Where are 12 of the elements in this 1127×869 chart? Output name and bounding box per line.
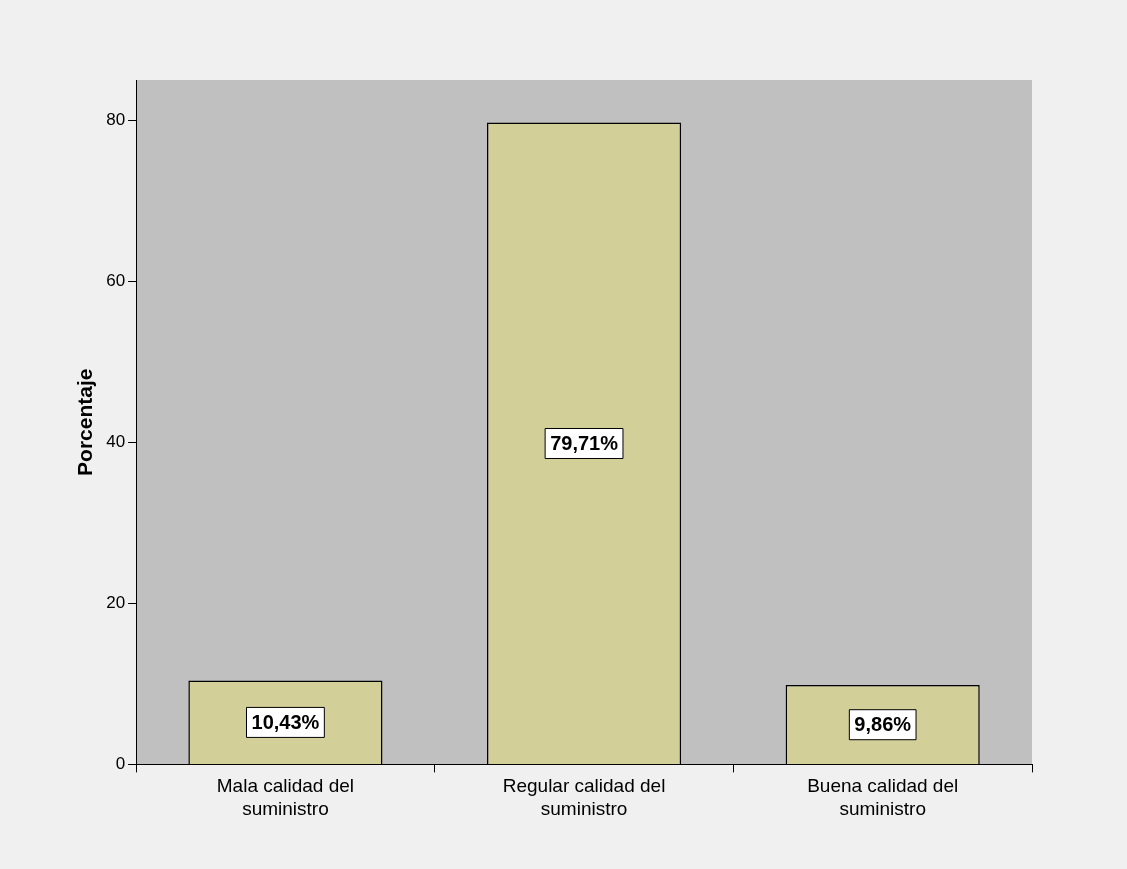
x-tick-label: Buena calidad del suministro bbox=[807, 775, 959, 819]
y-tick-label: 20 bbox=[106, 593, 126, 613]
data-label: 10,43% bbox=[251, 710, 320, 733]
data-label: 79,71% bbox=[550, 432, 619, 455]
y-axis-title: Porcentaje bbox=[73, 368, 97, 476]
x-tick-label: Mala calidad del suministro bbox=[216, 775, 355, 819]
y-tick-label: 40 bbox=[106, 432, 126, 452]
y-tick-label: 60 bbox=[106, 270, 126, 290]
y-tick-label: 0 bbox=[115, 754, 126, 774]
data-label: 9,86% bbox=[854, 713, 912, 736]
y-tick-label: 80 bbox=[106, 109, 126, 129]
x-tick-label: Regular calidad del suministro bbox=[502, 775, 666, 819]
